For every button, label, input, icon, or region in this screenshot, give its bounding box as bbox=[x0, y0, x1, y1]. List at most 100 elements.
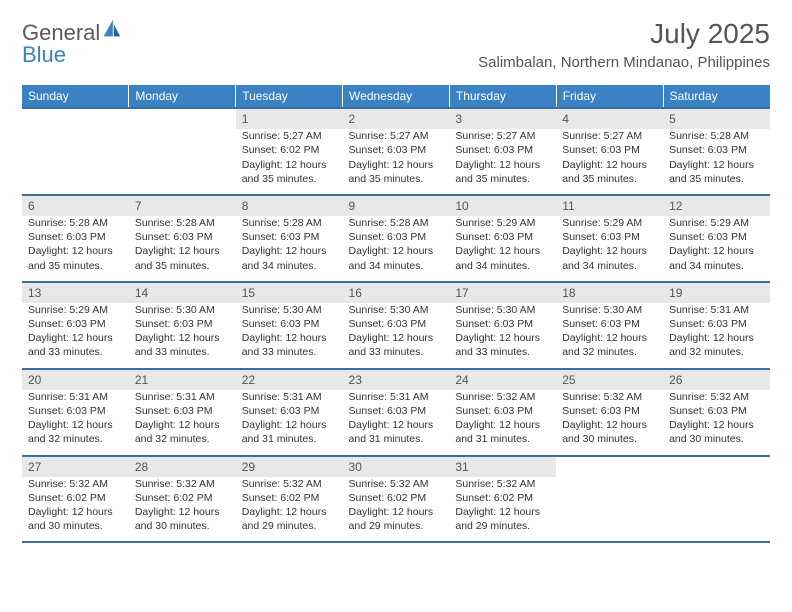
sunset-text: Sunset: 6:03 PM bbox=[562, 230, 657, 244]
sunrise-text: Sunrise: 5:28 AM bbox=[242, 216, 337, 230]
daylight-text: Daylight: 12 hours and 33 minutes. bbox=[242, 331, 337, 359]
daylight-text: Daylight: 12 hours and 31 minutes. bbox=[349, 418, 444, 446]
day-number-cell: 19 bbox=[663, 282, 770, 303]
day-detail-cell: Sunrise: 5:28 AMSunset: 6:03 PMDaylight:… bbox=[236, 216, 343, 282]
sunrise-text: Sunrise: 5:29 AM bbox=[669, 216, 764, 230]
day-detail-cell: Sunrise: 5:27 AMSunset: 6:02 PMDaylight:… bbox=[236, 129, 343, 195]
daylight-text: Daylight: 12 hours and 31 minutes. bbox=[242, 418, 337, 446]
day-detail-cell: Sunrise: 5:30 AMSunset: 6:03 PMDaylight:… bbox=[556, 303, 663, 369]
sunrise-text: Sunrise: 5:32 AM bbox=[349, 477, 444, 491]
day-detail-cell: Sunrise: 5:29 AMSunset: 6:03 PMDaylight:… bbox=[663, 216, 770, 282]
daylight-text: Daylight: 12 hours and 31 minutes. bbox=[455, 418, 550, 446]
sunset-text: Sunset: 6:03 PM bbox=[28, 404, 123, 418]
daylight-text: Daylight: 12 hours and 30 minutes. bbox=[562, 418, 657, 446]
day-detail-cell bbox=[556, 477, 663, 543]
day-number-cell: 25 bbox=[556, 369, 663, 390]
day-number-cell: 10 bbox=[449, 195, 556, 216]
day-number-cell: 28 bbox=[129, 456, 236, 477]
day-header: Sunday bbox=[22, 85, 129, 108]
day-detail-cell: Sunrise: 5:29 AMSunset: 6:03 PMDaylight:… bbox=[449, 216, 556, 282]
sunset-text: Sunset: 6:03 PM bbox=[455, 317, 550, 331]
daylight-text: Daylight: 12 hours and 33 minutes. bbox=[455, 331, 550, 359]
sunset-text: Sunset: 6:03 PM bbox=[669, 404, 764, 418]
day-detail-cell bbox=[22, 129, 129, 195]
sunrise-text: Sunrise: 5:27 AM bbox=[562, 129, 657, 143]
sunrise-text: Sunrise: 5:30 AM bbox=[349, 303, 444, 317]
sunrise-text: Sunrise: 5:29 AM bbox=[562, 216, 657, 230]
day-detail-cell: Sunrise: 5:27 AMSunset: 6:03 PMDaylight:… bbox=[556, 129, 663, 195]
day-detail-cell: Sunrise: 5:28 AMSunset: 6:03 PMDaylight:… bbox=[22, 216, 129, 282]
day-header: Friday bbox=[556, 85, 663, 108]
sunrise-text: Sunrise: 5:32 AM bbox=[455, 390, 550, 404]
day-detail-cell bbox=[129, 129, 236, 195]
week-number-row: 2728293031 bbox=[22, 456, 770, 477]
sunset-text: Sunset: 6:03 PM bbox=[562, 404, 657, 418]
day-number-cell bbox=[129, 108, 236, 129]
sunset-text: Sunset: 6:03 PM bbox=[349, 404, 444, 418]
sunrise-text: Sunrise: 5:30 AM bbox=[455, 303, 550, 317]
day-number-cell: 4 bbox=[556, 108, 663, 129]
daylight-text: Daylight: 12 hours and 34 minutes. bbox=[349, 244, 444, 272]
daylight-text: Daylight: 12 hours and 35 minutes. bbox=[349, 158, 444, 186]
sunset-text: Sunset: 6:03 PM bbox=[455, 143, 550, 157]
daylight-text: Daylight: 12 hours and 35 minutes. bbox=[455, 158, 550, 186]
daylight-text: Daylight: 12 hours and 34 minutes. bbox=[455, 244, 550, 272]
day-number-cell: 11 bbox=[556, 195, 663, 216]
week-detail-row: Sunrise: 5:29 AMSunset: 6:03 PMDaylight:… bbox=[22, 303, 770, 369]
daylight-text: Daylight: 12 hours and 34 minutes. bbox=[669, 244, 764, 272]
day-number-cell: 7 bbox=[129, 195, 236, 216]
day-detail-cell: Sunrise: 5:32 AMSunset: 6:03 PMDaylight:… bbox=[449, 390, 556, 456]
daylight-text: Daylight: 12 hours and 30 minutes. bbox=[135, 505, 230, 533]
daylight-text: Daylight: 12 hours and 35 minutes. bbox=[135, 244, 230, 272]
daylight-text: Daylight: 12 hours and 32 minutes. bbox=[669, 331, 764, 359]
daylight-text: Daylight: 12 hours and 34 minutes. bbox=[242, 244, 337, 272]
page-subtitle: Salimbalan, Northern Mindanao, Philippin… bbox=[478, 54, 770, 71]
daylight-text: Daylight: 12 hours and 35 minutes. bbox=[28, 244, 123, 272]
day-detail-cell: Sunrise: 5:31 AMSunset: 6:03 PMDaylight:… bbox=[663, 303, 770, 369]
day-detail-cell: Sunrise: 5:32 AMSunset: 6:02 PMDaylight:… bbox=[343, 477, 450, 543]
day-detail-cell: Sunrise: 5:32 AMSunset: 6:02 PMDaylight:… bbox=[22, 477, 129, 543]
sunset-text: Sunset: 6:03 PM bbox=[135, 317, 230, 331]
sunset-text: Sunset: 6:03 PM bbox=[242, 317, 337, 331]
day-number-cell: 23 bbox=[343, 369, 450, 390]
day-number-cell bbox=[556, 456, 663, 477]
day-detail-cell: Sunrise: 5:30 AMSunset: 6:03 PMDaylight:… bbox=[129, 303, 236, 369]
sunset-text: Sunset: 6:03 PM bbox=[349, 143, 444, 157]
day-detail-cell: Sunrise: 5:28 AMSunset: 6:03 PMDaylight:… bbox=[343, 216, 450, 282]
week-detail-row: Sunrise: 5:27 AMSunset: 6:02 PMDaylight:… bbox=[22, 129, 770, 195]
sunset-text: Sunset: 6:03 PM bbox=[562, 317, 657, 331]
sunset-text: Sunset: 6:03 PM bbox=[669, 317, 764, 331]
daylight-text: Daylight: 12 hours and 35 minutes. bbox=[669, 158, 764, 186]
daylight-text: Daylight: 12 hours and 35 minutes. bbox=[242, 158, 337, 186]
day-number-cell: 30 bbox=[343, 456, 450, 477]
day-number-cell: 16 bbox=[343, 282, 450, 303]
sunset-text: Sunset: 6:02 PM bbox=[28, 491, 123, 505]
week-number-row: 13141516171819 bbox=[22, 282, 770, 303]
sunset-text: Sunset: 6:03 PM bbox=[242, 404, 337, 418]
header: General Blue July 2025 Salimbalan, North… bbox=[22, 18, 770, 81]
day-detail-cell: Sunrise: 5:31 AMSunset: 6:03 PMDaylight:… bbox=[343, 390, 450, 456]
calendar-header-row: SundayMondayTuesdayWednesdayThursdayFrid… bbox=[22, 85, 770, 108]
sunset-text: Sunset: 6:03 PM bbox=[242, 230, 337, 244]
daylight-text: Daylight: 12 hours and 29 minutes. bbox=[455, 505, 550, 533]
sunrise-text: Sunrise: 5:28 AM bbox=[28, 216, 123, 230]
sunset-text: Sunset: 6:03 PM bbox=[28, 230, 123, 244]
sail-icon bbox=[100, 18, 122, 40]
sunrise-text: Sunrise: 5:32 AM bbox=[28, 477, 123, 491]
day-number-cell bbox=[22, 108, 129, 129]
day-number-cell: 3 bbox=[449, 108, 556, 129]
day-detail-cell: Sunrise: 5:32 AMSunset: 6:03 PMDaylight:… bbox=[663, 390, 770, 456]
sunset-text: Sunset: 6:03 PM bbox=[135, 230, 230, 244]
day-detail-cell: Sunrise: 5:27 AMSunset: 6:03 PMDaylight:… bbox=[449, 129, 556, 195]
sunrise-text: Sunrise: 5:27 AM bbox=[242, 129, 337, 143]
sunset-text: Sunset: 6:03 PM bbox=[455, 404, 550, 418]
sunrise-text: Sunrise: 5:30 AM bbox=[242, 303, 337, 317]
day-number-cell: 5 bbox=[663, 108, 770, 129]
sunrise-text: Sunrise: 5:31 AM bbox=[669, 303, 764, 317]
day-number-cell: 17 bbox=[449, 282, 556, 303]
day-number-cell: 29 bbox=[236, 456, 343, 477]
sunrise-text: Sunrise: 5:30 AM bbox=[562, 303, 657, 317]
day-number-cell: 15 bbox=[236, 282, 343, 303]
sunrise-text: Sunrise: 5:32 AM bbox=[562, 390, 657, 404]
day-number-cell: 31 bbox=[449, 456, 556, 477]
